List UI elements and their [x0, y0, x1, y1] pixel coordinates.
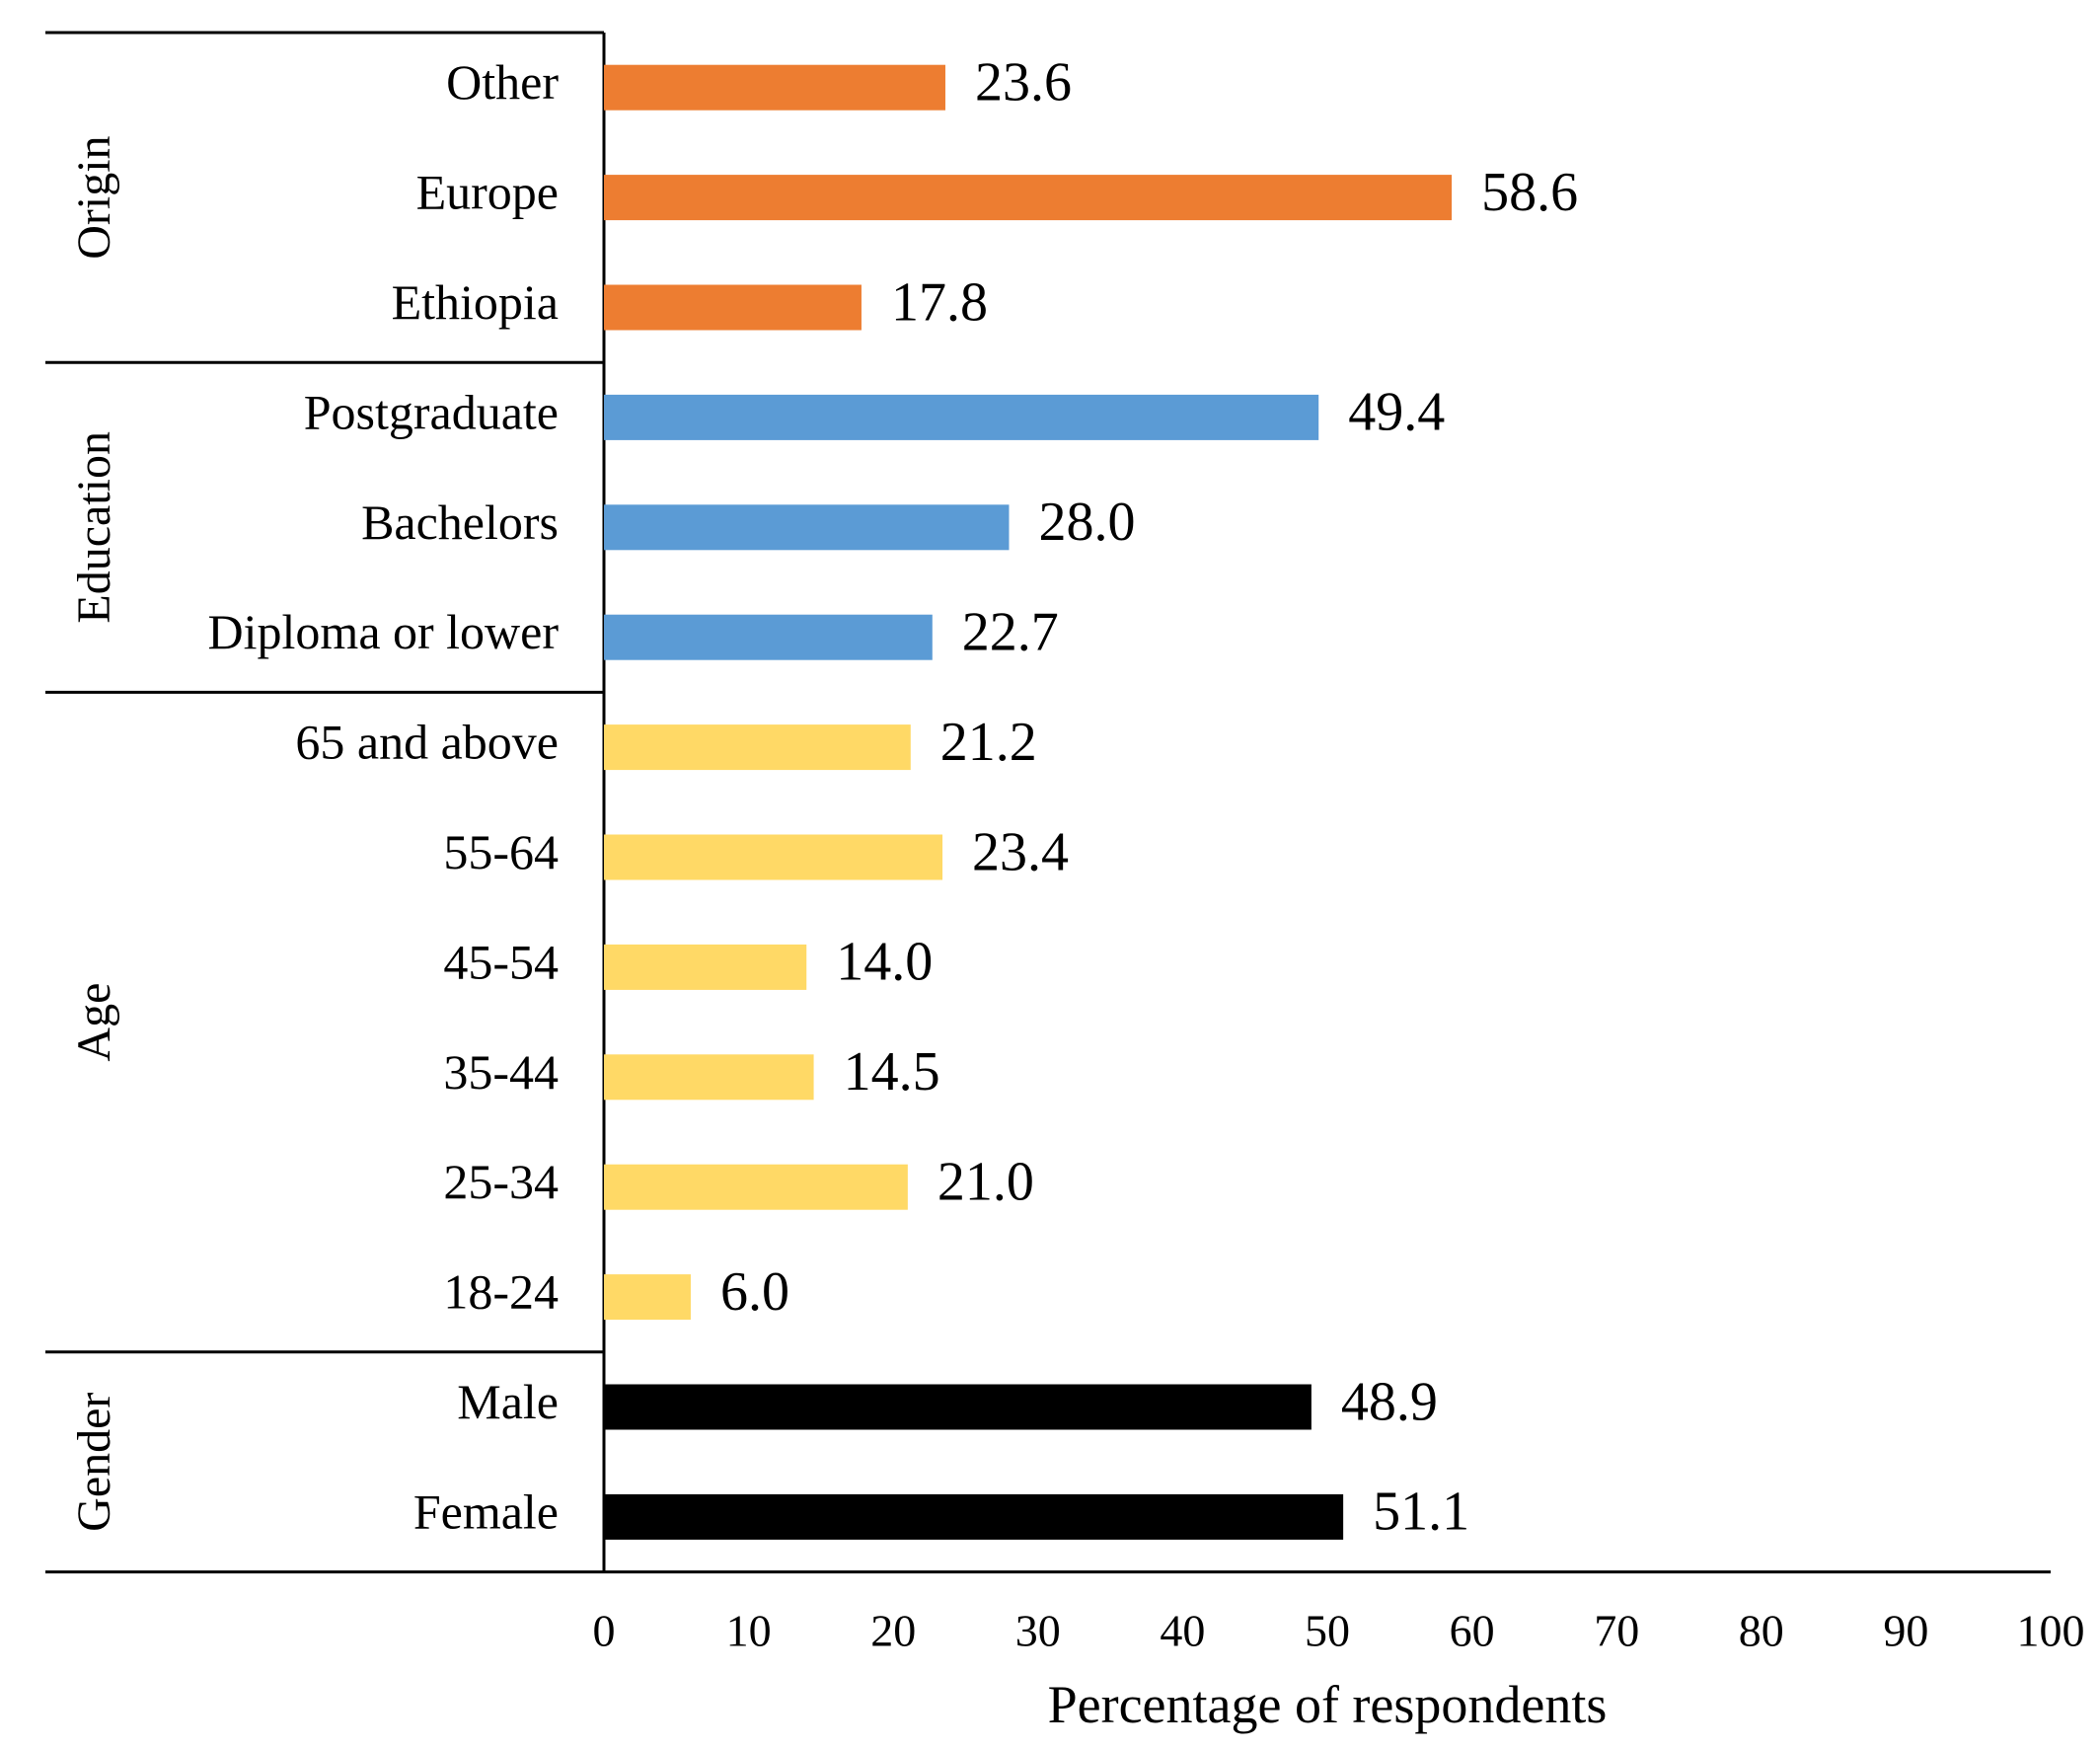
x-tick-label-0: 0	[593, 1606, 616, 1656]
bar-18-24	[604, 1274, 691, 1321]
x-tick-label-40: 40	[1160, 1606, 1205, 1656]
bar-other	[604, 64, 945, 111]
value-label-65-and-above: 21.2	[940, 712, 1037, 773]
bar-female	[604, 1493, 1344, 1540]
x-tick-label-30: 30	[1015, 1606, 1061, 1656]
x-tick-label-80: 80	[1739, 1606, 1784, 1656]
value-label-other: 23.6	[975, 52, 1072, 114]
value-label-18-24: 6.0	[720, 1261, 789, 1323]
value-label-postgraduate: 49.4	[1348, 382, 1445, 443]
x-tick-label-70: 70	[1594, 1606, 1639, 1656]
x-tick-label-90: 90	[1883, 1606, 1928, 1656]
category-label-male: Male	[457, 1374, 559, 1429]
chart-frame	[45, 31, 2051, 1574]
value-label-ethiopia: 17.8	[891, 271, 988, 333]
bar-bachelors	[604, 504, 1010, 551]
group-label-age: Age	[68, 983, 120, 1062]
value-label-45-54: 14.0	[836, 932, 933, 993]
labels-layer: Origin Other 23.6 Europe 58.6 Ethiopia 17.8 Edu…	[68, 52, 2084, 1656]
value-label-55-64: 23.4	[972, 821, 1069, 882]
bar-male	[604, 1384, 1312, 1430]
category-label-ethiopia: Ethiopia	[392, 274, 559, 330]
bar-65-and-above	[604, 724, 911, 771]
x-tick-label-60: 60	[1450, 1606, 1495, 1656]
value-label-25-34: 21.0	[938, 1152, 1034, 1213]
value-label-35-44: 14.5	[844, 1041, 940, 1103]
bar-europe	[604, 175, 1453, 221]
category-label-35-44: 35-44	[443, 1044, 559, 1100]
value-label-diploma-or-lower: 22.7	[962, 602, 1059, 663]
value-label-female: 51.1	[1373, 1482, 1469, 1543]
category-label-25-34: 25-34	[443, 1154, 559, 1209]
x-axis-title: Percentage of respondents	[1048, 1675, 1608, 1734]
group-label-education: Education	[68, 431, 120, 624]
bar-45-54	[604, 944, 807, 990]
group-label-origin: Origin	[68, 135, 120, 259]
category-label-45-54: 45-54	[443, 934, 559, 989]
category-label-postgraduate: Postgraduate	[304, 384, 559, 439]
category-label-europe: Europe	[416, 165, 559, 220]
x-tick-label-50: 50	[1305, 1606, 1350, 1656]
category-label-55-64: 55-64	[443, 824, 559, 879]
bar-35-44	[604, 1054, 814, 1101]
category-label-18-24: 18-24	[443, 1264, 559, 1320]
category-label-diploma-or-lower: Diploma or lower	[208, 604, 560, 659]
category-label-65-and-above: 65 and above	[295, 715, 559, 770]
bar-ethiopia	[604, 284, 862, 331]
x-tick-label-10: 10	[726, 1606, 772, 1656]
x-tick-label-20: 20	[870, 1606, 916, 1656]
value-label-europe: 58.6	[1481, 162, 1578, 223]
category-label-bachelors: Bachelors	[361, 494, 559, 550]
bar-postgraduate	[604, 394, 1319, 440]
bar-55-64	[604, 834, 943, 880]
value-label-male: 48.9	[1341, 1371, 1438, 1432]
x-tick-label-100: 100	[2017, 1606, 2085, 1656]
bars-layer	[604, 64, 1453, 1540]
category-label-female: Female	[413, 1483, 559, 1539]
bar-25-34	[604, 1164, 908, 1210]
bar-diploma-or-lower	[604, 614, 933, 660]
value-label-bachelors: 28.0	[1038, 492, 1135, 553]
category-label-other: Other	[446, 54, 559, 110]
group-label-gender: Gender	[68, 1393, 120, 1532]
